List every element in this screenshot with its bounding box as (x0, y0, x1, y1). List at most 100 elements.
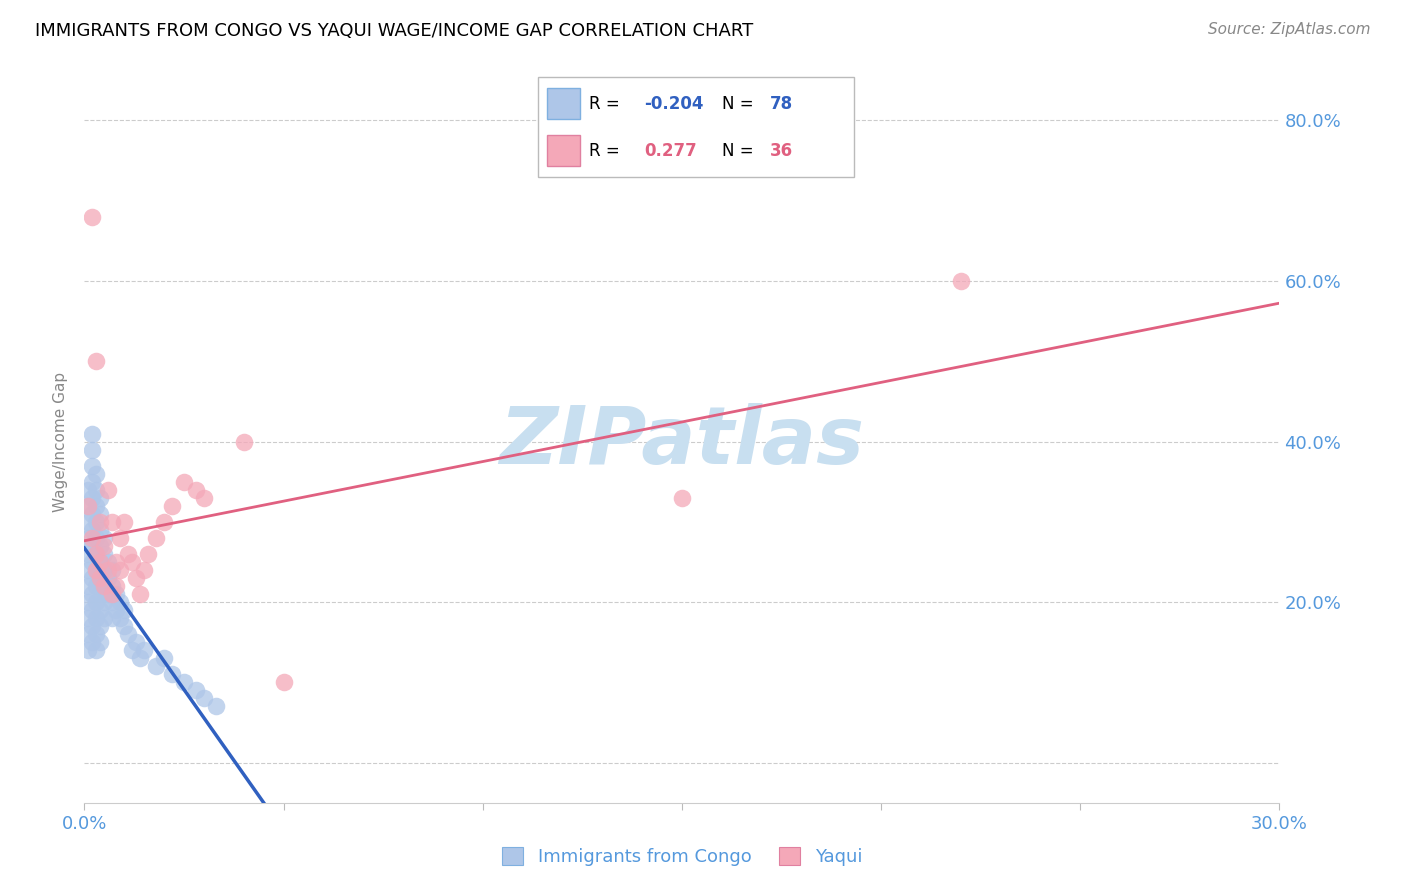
Point (110, 563, 132, 577)
Point (77, 579, 100, 593)
Point (77, 627, 100, 641)
Point (82, 475, 104, 489)
Point (82, 635, 104, 649)
Point (153, 651, 176, 665)
Legend: Immigrants from Congo, Yaqui: Immigrants from Congo, Yaqui (495, 839, 869, 873)
Point (89, 555, 111, 569)
Point (110, 611, 132, 625)
Point (86, 547, 108, 561)
Point (193, 691, 215, 706)
Point (82, 619, 104, 633)
Point (93, 531, 115, 545)
Point (160, 667, 183, 681)
Point (145, 659, 167, 673)
Point (117, 627, 139, 641)
Point (89, 523, 111, 537)
Point (82, 587, 104, 601)
Point (97, 555, 120, 569)
Point (129, 587, 152, 601)
Point (101, 563, 124, 577)
Point (93, 579, 115, 593)
Point (97, 571, 120, 585)
Point (82, 555, 104, 569)
Point (101, 595, 124, 609)
Point (97, 563, 120, 577)
Point (86, 547, 108, 561)
Point (110, 531, 132, 545)
Point (173, 475, 195, 489)
Point (86, 611, 108, 625)
Point (193, 491, 215, 505)
Point (86, 563, 108, 577)
Point (112, 619, 135, 633)
Point (82, 507, 104, 521)
Point (77, 595, 100, 609)
Point (173, 675, 195, 690)
Point (77, 483, 100, 497)
Point (136, 547, 159, 561)
Point (153, 515, 176, 529)
Point (93, 595, 115, 609)
Point (105, 579, 128, 593)
Text: 0.277: 0.277 (644, 142, 697, 160)
Point (93, 547, 115, 561)
Point (86, 595, 108, 609)
Point (77, 499, 100, 513)
Point (160, 499, 183, 513)
Point (101, 579, 124, 593)
Text: IMMIGRANTS FROM CONGO VS YAQUI WAGE/INCOME GAP CORRELATION CHART: IMMIGRANTS FROM CONGO VS YAQUI WAGE/INCO… (35, 22, 754, 40)
Point (101, 515, 124, 529)
Point (86, 579, 108, 593)
Point (89, 571, 111, 585)
Point (101, 587, 124, 601)
Point (105, 603, 128, 617)
Point (93, 611, 115, 625)
Point (82, 523, 104, 537)
Point (184, 683, 207, 698)
Text: -0.204: -0.204 (644, 95, 704, 112)
Y-axis label: Wage/Income Gap: Wage/Income Gap (53, 371, 69, 512)
Point (89, 587, 111, 601)
Point (89, 555, 111, 569)
Point (184, 483, 207, 497)
Text: R =: R = (589, 95, 626, 112)
Point (86, 531, 108, 545)
Point (132, 563, 156, 577)
Text: ZIPatlas: ZIPatlas (499, 402, 865, 481)
Point (77, 499, 100, 513)
Point (82, 210, 104, 224)
Point (77, 531, 100, 545)
Point (105, 587, 128, 601)
Point (86, 354, 108, 368)
Point (273, 675, 295, 690)
Point (82, 531, 104, 545)
Point (82, 426, 104, 441)
Point (125, 635, 148, 649)
Point (101, 611, 124, 625)
Point (89, 539, 111, 553)
Point (86, 563, 108, 577)
Point (132, 643, 156, 657)
Point (86, 499, 108, 513)
Point (129, 651, 152, 665)
Point (112, 515, 135, 529)
Point (77, 547, 100, 561)
Point (86, 467, 108, 481)
FancyBboxPatch shape (547, 88, 579, 119)
FancyBboxPatch shape (547, 136, 579, 166)
Point (89, 603, 111, 617)
Point (82, 491, 104, 505)
Point (125, 571, 148, 585)
Point (89, 507, 111, 521)
Point (86, 483, 108, 497)
Point (89, 635, 111, 649)
Point (82, 458, 104, 473)
Text: 36: 36 (770, 142, 793, 160)
Text: N =: N = (721, 95, 759, 112)
Point (77, 643, 100, 657)
Point (93, 539, 115, 553)
Point (97, 587, 120, 601)
Point (949, 274, 972, 288)
Point (89, 619, 111, 633)
Point (671, 491, 693, 505)
